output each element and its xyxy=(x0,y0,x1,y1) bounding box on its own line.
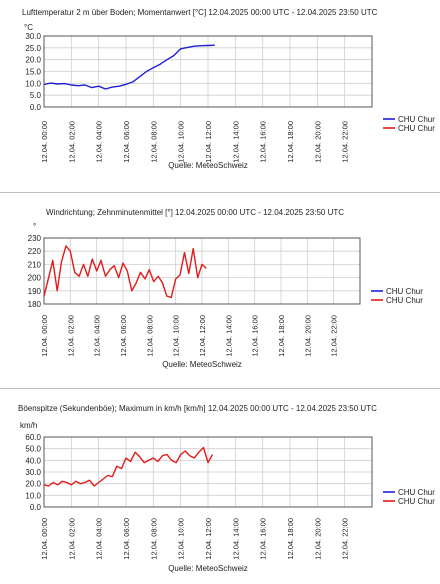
gust-chart-panel: Böenspitze (Sekundenböe); Maximum in km/… xyxy=(0,391,440,579)
plot-frame xyxy=(43,237,361,305)
x-tick-label: 12.04. 16:00 xyxy=(251,315,260,357)
wind-direction-chart-panel: Windrichtung; Zehnminutenmittel [°] 12.0… xyxy=(0,195,440,385)
x-tick-label: 12.04. 20:00 xyxy=(303,315,312,357)
x-tick-label: 12.04. 00:00 xyxy=(40,121,49,163)
y-tick-label: 60.0 xyxy=(25,433,41,442)
x-tick-label: 12.04. 14:00 xyxy=(231,518,240,560)
y-tick-label: 30.0 xyxy=(25,32,41,41)
source-note: Quelle: MeteoSchweiz xyxy=(168,161,248,170)
chart-title: Lufttemperatur 2 m über Boden; Momentanw… xyxy=(22,8,378,17)
y-axis-unit-label: °C xyxy=(24,23,33,32)
x-tick-label: 12.04. 14:00 xyxy=(224,315,233,357)
x-tick-label: 12.04. 00:00 xyxy=(40,315,49,357)
source-note: Quelle: MeteoSchweiz xyxy=(162,360,242,369)
x-tick-label: 12.04. 02:00 xyxy=(66,315,75,357)
y-axis-unit-label: ° xyxy=(33,222,36,231)
temperature-chart-panel: Lufttemperatur 2 m über Boden; Momentanw… xyxy=(0,0,440,190)
y-tick-label: 190 xyxy=(28,287,42,296)
x-tick-label: 12.04. 18:00 xyxy=(286,121,295,163)
y-tick-label: 5.0 xyxy=(30,91,42,100)
series-line xyxy=(43,44,215,90)
legend-label: CHU Chur xyxy=(398,124,435,133)
x-tick-label: 12.04. 04:00 xyxy=(93,315,102,357)
x-tick-label: 12.04. 22:00 xyxy=(330,315,339,357)
series-line xyxy=(43,245,207,299)
x-tick-label: 12.04. 08:00 xyxy=(149,518,158,560)
x-tick-label: 12.04. 22:00 xyxy=(341,121,350,163)
y-axis-unit-label: km/h xyxy=(20,421,37,430)
y-tick-label: 0.0 xyxy=(30,103,42,112)
y-tick-label: 210 xyxy=(28,260,42,269)
y-tick-label: 40.0 xyxy=(25,456,41,465)
y-tick-label: 50.0 xyxy=(25,445,41,454)
x-tick-label: 12.04. 16:00 xyxy=(259,121,268,163)
x-tick-label: 12.04. 12:00 xyxy=(204,518,213,560)
gust-chart: Böenspitze (Sekundenböe); Maximum in km/… xyxy=(18,404,435,573)
x-tick-label: 12.04. 10:00 xyxy=(172,315,181,357)
x-tick-label: 12.04. 04:00 xyxy=(95,121,104,163)
y-tick-label: 0.0 xyxy=(30,503,42,512)
x-tick-label: 12.04. 18:00 xyxy=(277,315,286,357)
x-tick-label: 12.04. 00:00 xyxy=(40,518,49,560)
x-tick-label: 12.04. 10:00 xyxy=(177,518,186,560)
x-tick-label: 12.04. 08:00 xyxy=(149,121,158,163)
legend-label: CHU Chur xyxy=(398,488,435,497)
x-tick-label: 12.04. 08:00 xyxy=(145,315,154,357)
series-line xyxy=(43,446,214,487)
x-tick-label: 12.04. 20:00 xyxy=(313,518,322,560)
y-tick-label: 20.0 xyxy=(25,56,41,65)
y-tick-label: 20.0 xyxy=(25,480,41,489)
panel-separator xyxy=(0,388,440,389)
y-tick-label: 200 xyxy=(28,274,42,283)
plot-frame xyxy=(43,436,373,508)
chart-title: Windrichtung; Zehnminutenmittel [°] 12.0… xyxy=(46,208,344,217)
x-tick-label: 12.04. 02:00 xyxy=(67,121,76,163)
x-tick-label: 12.04. 22:00 xyxy=(341,518,350,560)
y-tick-label: 10.0 xyxy=(25,491,41,500)
x-tick-label: 12.04. 10:00 xyxy=(177,121,186,163)
legend-label: CHU Chur xyxy=(398,497,435,506)
x-tick-label: 12.04. 02:00 xyxy=(67,518,76,560)
wind-direction-chart: Windrichtung; Zehnminutenmittel [°] 12.0… xyxy=(28,208,424,369)
chart-title: Böenspitze (Sekundenböe); Maximum in km/… xyxy=(18,404,377,413)
y-tick-label: 180 xyxy=(28,300,42,309)
y-tick-label: 15.0 xyxy=(25,68,41,77)
legend-label: CHU Chur xyxy=(398,115,435,124)
legend-label: CHU Chur xyxy=(386,287,423,296)
y-tick-label: 30.0 xyxy=(25,468,41,477)
source-note: Quelle: MeteoSchweiz xyxy=(168,564,248,573)
x-tick-label: 12.04. 18:00 xyxy=(286,518,295,560)
x-tick-label: 12.04. 12:00 xyxy=(198,315,207,357)
x-tick-label: 12.04. 06:00 xyxy=(119,315,128,357)
plot-frame xyxy=(43,35,373,108)
x-tick-label: 12.04. 14:00 xyxy=(231,121,240,163)
y-tick-label: 25.0 xyxy=(25,44,41,53)
x-tick-label: 12.04. 06:00 xyxy=(122,518,131,560)
x-tick-label: 12.04. 16:00 xyxy=(259,518,268,560)
panel-separator xyxy=(0,192,440,193)
x-tick-label: 12.04. 20:00 xyxy=(313,121,322,163)
y-tick-label: 10.0 xyxy=(25,79,41,88)
x-tick-label: 12.04. 04:00 xyxy=(95,518,104,560)
y-tick-label: 230 xyxy=(28,234,42,243)
x-tick-label: 12.04. 06:00 xyxy=(122,121,131,163)
y-tick-label: 220 xyxy=(28,247,42,256)
x-tick-label: 12.04. 12:00 xyxy=(204,121,213,163)
legend-label: CHU Chur xyxy=(386,296,423,305)
temperature-chart: Lufttemperatur 2 m über Boden; Momentanw… xyxy=(22,8,435,170)
